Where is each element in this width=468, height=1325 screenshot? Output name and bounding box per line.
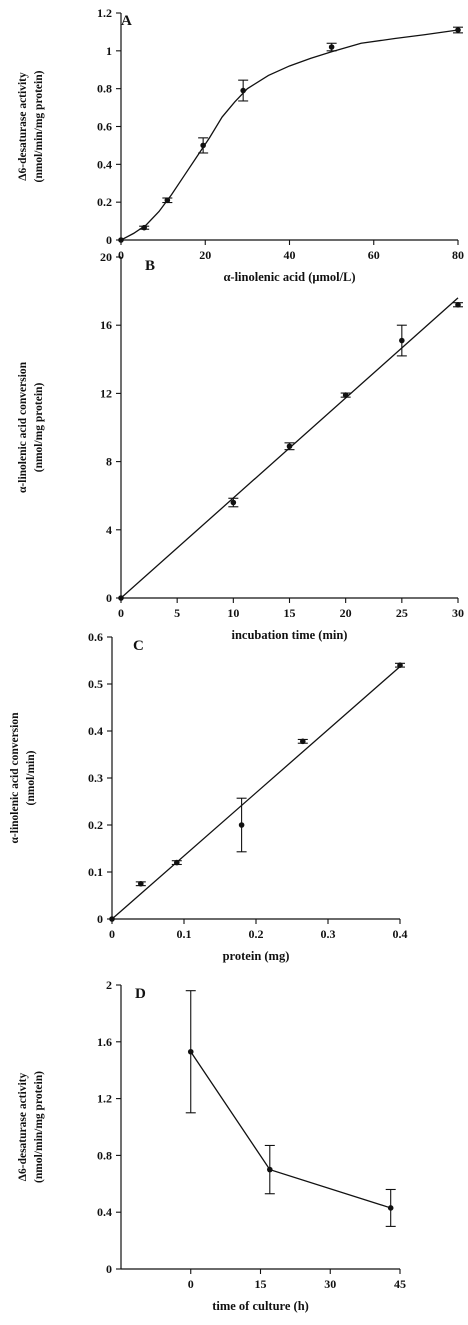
- data-point: [300, 738, 306, 745]
- y-axis-label: α-linolenic acid conversion: [9, 712, 21, 844]
- x-tick-label: 5: [174, 606, 180, 620]
- data-point: [399, 337, 405, 344]
- chart-c: 0 0.1 0.2 0.3 0.4 0.5 0.6 0 0.1 0.2 0.3 0.4 protein …: [9, 630, 408, 963]
- x-tick-label: 0.3: [321, 927, 336, 941]
- data-point: [187, 1048, 194, 1055]
- data-point: [118, 595, 124, 601]
- data-point: [342, 392, 349, 398]
- data-point: [387, 1205, 394, 1211]
- data-point: [238, 822, 245, 828]
- y-tick-label: 12: [100, 386, 112, 400]
- x-tick-label: 0: [109, 927, 115, 941]
- data-point: [328, 44, 335, 50]
- x-tick-label: 10: [227, 606, 239, 620]
- y-axis-label: (nmol/min/mg protein): [33, 70, 45, 182]
- x-tick-label: 0.2: [249, 927, 264, 941]
- y-tick-label: 0.4: [97, 1205, 112, 1219]
- y-tick-label: 8: [106, 455, 112, 469]
- y-tick-label: 0.6: [88, 630, 103, 644]
- y-tick-label: 0: [106, 1262, 112, 1276]
- x-tick-label: 80: [452, 248, 464, 262]
- fit-curve: [120, 29, 459, 241]
- y-tick-label: 1.2: [97, 6, 112, 20]
- data-point: [109, 916, 115, 922]
- data-point: [397, 662, 403, 668]
- x-tick-label: 0: [118, 248, 124, 262]
- data-point: [164, 197, 171, 204]
- data-point: [138, 880, 144, 887]
- data-point: [174, 859, 180, 866]
- x-tick-label: 20: [340, 606, 352, 620]
- data-point: [141, 224, 147, 231]
- data-point: [455, 27, 461, 33]
- y-tick-label: 0.8: [97, 1148, 112, 1162]
- y-tick-label: 16: [100, 318, 112, 332]
- y-tick-label: 0: [106, 233, 112, 247]
- x-axis-label: time of culture (h): [212, 1299, 309, 1313]
- x-tick-label: 15: [255, 1277, 267, 1291]
- y-tick-label: 1.2: [97, 1092, 112, 1106]
- panel-letter: B: [145, 258, 155, 274]
- chart-d: 0 0.4 0.8 1.2 1.6 2 0 15 30 45 time of culture (h)…: [17, 978, 406, 1313]
- y-tick-label: 0.2: [88, 818, 103, 832]
- x-axis-label: protein (mg): [223, 949, 290, 963]
- x-tick-label: 40: [284, 248, 296, 262]
- x-tick-label: 60: [368, 248, 380, 262]
- y-tick-label: 0.4: [88, 724, 103, 738]
- y-tick-label: 20: [100, 250, 112, 264]
- y-tick-label: 4: [106, 523, 112, 537]
- x-axis-label: incubation time (min): [232, 628, 348, 642]
- x-axis-label: α-linolenic acid (μmol/L): [223, 270, 355, 284]
- data-point: [286, 443, 293, 450]
- y-axis-label: (nmol/mg protein): [33, 383, 45, 473]
- y-tick-label: 0.5: [88, 677, 103, 691]
- y-tick-label: 0.4: [97, 157, 112, 171]
- x-tick-label: 45: [394, 1277, 406, 1291]
- series-line: [190, 1051, 391, 1209]
- data-point: [267, 1166, 273, 1173]
- y-tick-label: 1.6: [97, 1035, 112, 1049]
- y-axis-label: (nmol/min/mg protein): [33, 1071, 45, 1183]
- data-point: [455, 301, 461, 308]
- data-point: [230, 499, 237, 506]
- y-axis-label: (nmol/min): [25, 750, 37, 805]
- chart-a: 0 0.2 0.4 0.6 0.8 1 1.2 0 20 40 60 80 α-linolenic ac…: [17, 6, 464, 284]
- y-axis-label: Δ6-desaturase activity: [17, 1073, 29, 1182]
- y-axis-label: Δ6-desaturase activity: [17, 72, 29, 181]
- panel-letter: C: [133, 638, 144, 654]
- fit-line: [111, 666, 401, 920]
- x-tick-label: 25: [396, 606, 408, 620]
- y-tick-label: 0: [97, 912, 103, 926]
- x-tick-label: 15: [284, 606, 296, 620]
- panel-letter: A: [121, 13, 132, 29]
- y-tick-label: 0.6: [97, 120, 112, 134]
- y-tick-label: 0: [106, 591, 112, 605]
- x-tick-label: 20: [199, 248, 211, 262]
- x-tick-label: 0: [118, 606, 124, 620]
- data-point: [118, 237, 124, 243]
- y-tick-label: 0.1: [88, 865, 103, 879]
- y-axis-label: α-linolenic acid conversion: [17, 361, 29, 493]
- y-tick-label: 1: [106, 44, 112, 58]
- y-tick-label: 2: [106, 978, 112, 992]
- y-tick-label: 0.3: [88, 771, 103, 785]
- y-tick-label: 0.2: [97, 195, 112, 209]
- data-point: [200, 142, 206, 149]
- x-tick-label: 0.4: [393, 927, 408, 941]
- chart-b: 0 4 8 12 16 20 0 5 10 15 20 25 30 incubation time (mi…: [17, 250, 464, 642]
- x-tick-label: 30: [452, 606, 464, 620]
- x-tick-label: 30: [324, 1277, 336, 1291]
- x-tick-label: 0: [188, 1277, 194, 1291]
- panel-letter: D: [135, 986, 146, 1002]
- y-tick-label: 0.8: [97, 82, 112, 96]
- data-point: [240, 87, 246, 94]
- x-tick-label: 0.1: [177, 927, 192, 941]
